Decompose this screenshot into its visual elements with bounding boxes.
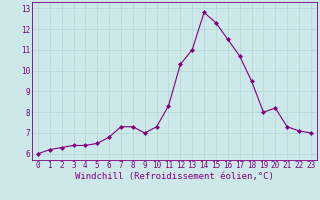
X-axis label: Windchill (Refroidissement éolien,°C): Windchill (Refroidissement éolien,°C) [75,172,274,181]
